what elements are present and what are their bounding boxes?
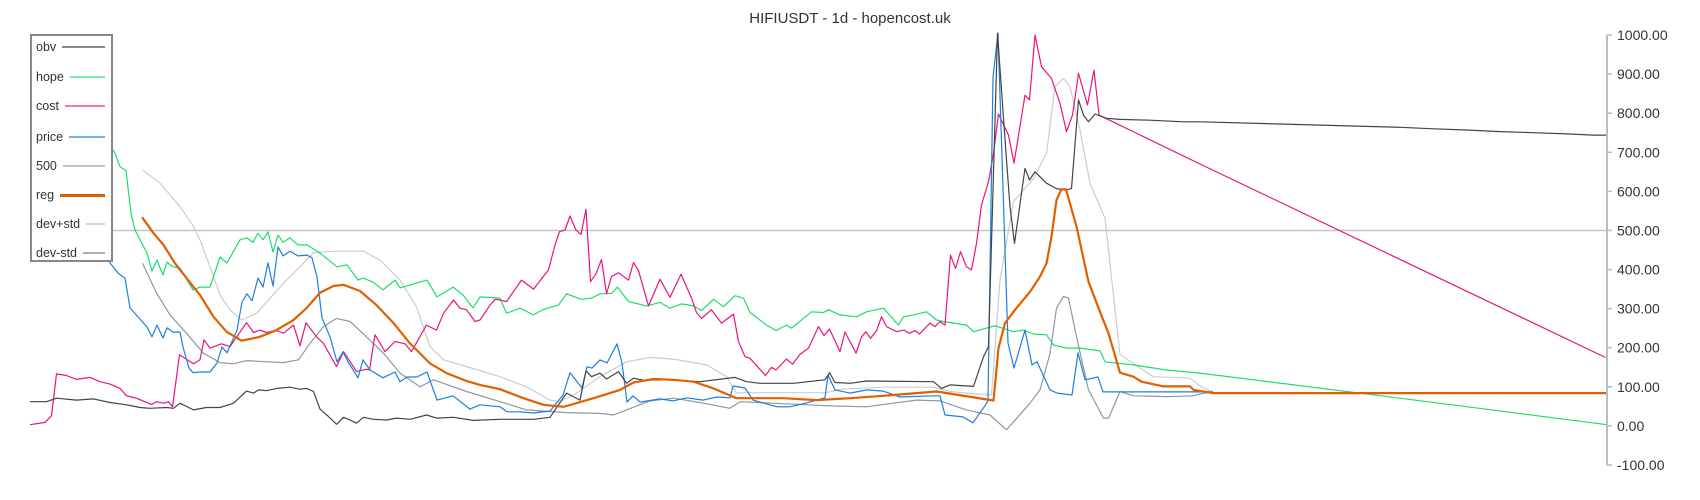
legend-item-500[interactable]: 500 [36, 158, 105, 174]
y-tick-label: 700.00 [1617, 144, 1660, 160]
series-line-dev-std [142, 77, 1214, 403]
series-line-dev-std [141, 263, 1214, 431]
y-tick-label: -100.00 [1617, 457, 1665, 473]
legend-item-reg[interactable]: reg [36, 187, 105, 203]
y-tick-label: 200.00 [1617, 340, 1660, 356]
series-line-price [107, 32, 1213, 424]
legend: obv hope cost price 500 reg dev+std dev-std [30, 34, 113, 262]
legend-item-dev-std[interactable]: dev+std [36, 216, 105, 232]
y-tick-label: 600.00 [1617, 183, 1660, 199]
legend-item-hope[interactable]: hope [36, 69, 105, 85]
legend-item-cost[interactable]: cost [36, 98, 105, 114]
legend-swatch [64, 104, 105, 108]
y-tick-label: 300.00 [1617, 301, 1660, 317]
legend-label: reg [36, 188, 55, 202]
legend-label: price [36, 130, 64, 144]
legend-label: hope [36, 70, 64, 84]
y-tick-label: 900.00 [1617, 66, 1660, 82]
series-line-hope [110, 146, 1608, 426]
y-tick-label: 400.00 [1617, 262, 1660, 278]
legend-item-dev-std[interactable]: dev-std [36, 245, 105, 261]
y-tick-label: 800.00 [1617, 105, 1660, 121]
y-tick-label: 100.00 [1617, 379, 1660, 395]
legend-swatch [83, 251, 105, 255]
legend-label: cost [36, 99, 59, 113]
series-line-obv [30, 32, 1607, 425]
legend-swatch [62, 164, 105, 168]
legend-swatch [69, 75, 105, 79]
legend-label: dev-std [36, 246, 77, 260]
y-tick-label: 1000.00 [1617, 27, 1668, 43]
legend-swatch [60, 193, 105, 197]
legend-swatch [69, 135, 105, 139]
y-tick-label: 500.00 [1617, 222, 1660, 238]
legend-swatch [62, 45, 105, 49]
y-tick-label: 0.00 [1617, 418, 1644, 434]
legend-swatch [86, 222, 105, 226]
series-line-cost [29, 34, 1606, 426]
legend-item-price[interactable]: price [36, 129, 105, 145]
legend-item-obv[interactable]: obv [36, 39, 105, 55]
legend-label: 500 [36, 159, 57, 173]
y-axis: 1000.00 900.00 800.00 700.00 600.00 500.00 400… [1606, 27, 1668, 473]
series-layer [29, 32, 1608, 431]
legend-label: dev+std [36, 217, 81, 231]
chart-title: HIFIUSDT - 1d - hopencost.uk [749, 10, 951, 27]
legend-label: obv [36, 40, 57, 54]
series-line-reg [141, 188, 1607, 408]
